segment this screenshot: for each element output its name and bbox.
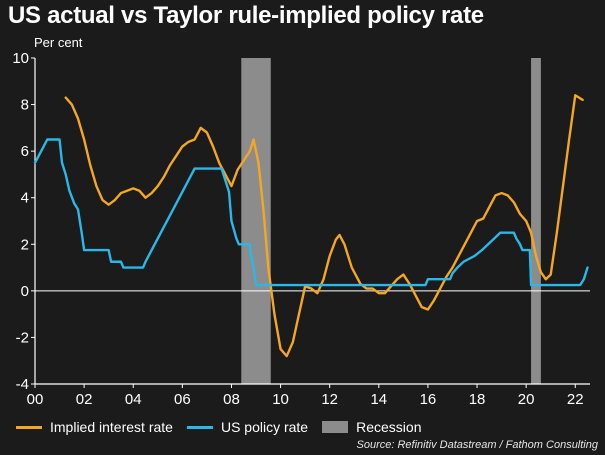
x-tick-label: 10 (272, 391, 289, 408)
y-tick-label: 8 (21, 97, 29, 114)
x-tick-label: 06 (174, 391, 191, 408)
y-tick-label: -2 (16, 329, 29, 346)
legend-label-policy-rate: US policy rate (220, 419, 309, 435)
legend-swatch-implied-rate (16, 425, 42, 429)
y-tick-label: 0 (21, 283, 29, 300)
y-tick-label: 6 (21, 143, 29, 160)
x-tick-label: 16 (420, 391, 437, 408)
x-tick-label: 04 (125, 391, 142, 408)
legend-item-recession: Recession (322, 419, 421, 435)
x-tick-label: 02 (76, 391, 93, 408)
legend: Implied interest rate US policy rate Rec… (16, 419, 435, 435)
x-tick-label: 12 (321, 391, 338, 408)
y-axis-unit-label: Per cent (34, 35, 83, 50)
legend-label-recession: Recession (356, 419, 422, 435)
chart-title: US actual vs Taylor rule-implied policy … (8, 2, 484, 29)
recession-band-2 (531, 58, 541, 384)
y-tick-label: 10 (12, 50, 29, 67)
x-tick-label: 14 (370, 391, 387, 408)
x-tick-label: 20 (518, 391, 535, 408)
legend-item-policy-rate: US policy rate (186, 419, 309, 435)
source-note: Source: Refinitiv Datastream / Fathom Co… (356, 439, 599, 451)
legend-swatch-policy-rate (186, 425, 213, 429)
legend-label-implied-rate: Implied interest rate (50, 419, 173, 435)
x-tick-label: 00 (27, 391, 44, 408)
series-line-policy-rate (33, 138, 589, 287)
recession-layer (241, 58, 541, 384)
y-tick-label: 4 (21, 190, 29, 207)
x-tick-label: 08 (223, 391, 240, 408)
recession-band-1 (241, 58, 271, 384)
y-tick-label: 2 (21, 236, 29, 253)
series-layer (33, 94, 589, 358)
x-tick-label: 22 (567, 391, 584, 408)
y-tick-label: -4 (16, 376, 29, 393)
series-line-implied-rate (64, 94, 584, 358)
legend-item-implied-rate: Implied interest rate (16, 419, 173, 435)
legend-swatch-recession (322, 421, 349, 433)
x-tick-label: 18 (469, 391, 486, 408)
